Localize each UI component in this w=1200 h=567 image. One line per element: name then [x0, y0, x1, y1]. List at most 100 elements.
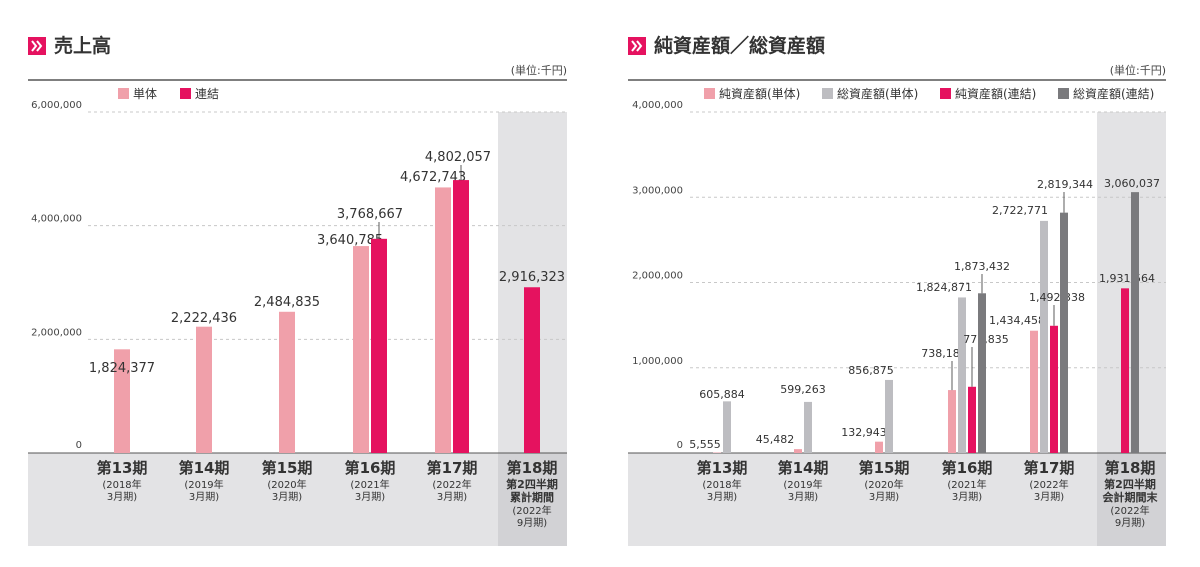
- bar: [196, 326, 212, 453]
- data-label: 3,060,037: [1104, 177, 1160, 190]
- data-label: 2,916,323: [499, 270, 565, 285]
- chart-net-total-assets: 純資産額／総資産額 (単位:千円) 0 1,000,000 2,000,000 3,000…: [628, 34, 1166, 546]
- category-sub: (2022年: [1110, 504, 1149, 517]
- legend-swatch: [822, 88, 833, 99]
- bar: [1040, 220, 1048, 453]
- data-label: 5,555: [689, 438, 721, 451]
- category-sub: 9月期): [1115, 517, 1145, 529]
- y-tick-label: 2,000,000: [31, 327, 82, 338]
- data-label: 1,824,377: [89, 361, 155, 376]
- data-label: 599,263: [780, 383, 826, 396]
- category-sub: 3月期): [952, 491, 982, 503]
- category-sub: 3月期): [272, 491, 302, 503]
- data-label: 2,222,436: [171, 311, 237, 326]
- chart-sales: 売上高 (単位:千円) 0 2,000,000 4,000,000 6,000,000 単体…: [28, 34, 567, 546]
- bar: [353, 246, 369, 453]
- category-sub: (2019年: [783, 478, 822, 491]
- category-label: 第16期: [345, 459, 396, 477]
- data-label: 738,180: [921, 347, 967, 360]
- bar: [723, 401, 731, 453]
- y-tick-label: 3,000,000: [632, 185, 683, 196]
- unit-label: (単位:千円): [511, 63, 567, 77]
- data-label: 1,931,564: [1099, 272, 1155, 285]
- category-sub-bold: 第2四半期: [1104, 477, 1156, 491]
- category-sub: (2022年: [1029, 478, 1068, 491]
- category-label: 第18期: [507, 459, 558, 477]
- category-label: 第15期: [262, 459, 313, 477]
- legend-swatch: [180, 88, 191, 99]
- bar: [875, 441, 883, 453]
- category-sub-bold: 累計期間: [510, 490, 554, 504]
- data-label: 1,824,871: [916, 281, 972, 294]
- bar: [1030, 330, 1038, 453]
- category-sub: 3月期): [189, 491, 219, 503]
- y-tick-label: 4,000,000: [31, 214, 82, 225]
- legend-swatch: [118, 88, 129, 99]
- data-label: 1,434,458: [989, 314, 1045, 327]
- category-sub: (2022年: [512, 504, 551, 517]
- category-label: 第13期: [697, 459, 748, 477]
- bar: [958, 297, 966, 453]
- bar: [453, 180, 469, 453]
- legend-label: 連結: [195, 87, 219, 101]
- legend-swatch: [704, 88, 715, 99]
- legend-label: 総資産額(単体): [837, 86, 918, 101]
- category-label: 第18期: [1105, 459, 1156, 477]
- category-panel: [28, 453, 567, 546]
- bar: [1121, 288, 1129, 453]
- category-sub: 3月期): [869, 491, 899, 503]
- category-sub: (2022年: [432, 478, 471, 491]
- category-sub: 3月期): [788, 491, 818, 503]
- category-sub: 3月期): [1034, 491, 1064, 503]
- double-chevron-right-icon: [628, 37, 646, 55]
- category-sub: (2018年: [702, 478, 741, 491]
- category-sub: (2019年: [184, 478, 223, 491]
- data-label: 1,492,338: [1029, 291, 1085, 304]
- unit-label: (単位:千円): [1110, 63, 1166, 77]
- y-tick-label: 0: [677, 440, 683, 451]
- category-label: 第14期: [179, 459, 230, 477]
- legend-swatch: [1058, 88, 1069, 99]
- y-tick-label: 2,000,000: [632, 271, 683, 282]
- chart-title: 純資産額／総資産額: [654, 34, 825, 57]
- category-sub: (2020年: [864, 478, 903, 491]
- bar: [435, 187, 451, 453]
- category-label: 第14期: [778, 459, 829, 477]
- category-panel-highlight: [498, 453, 567, 546]
- data-label: 132,943: [841, 426, 887, 439]
- bar: [1131, 192, 1139, 454]
- category-sub: 3月期): [355, 491, 385, 503]
- bar: [968, 386, 976, 453]
- category-label: 第17期: [427, 459, 478, 477]
- bar: [794, 449, 802, 453]
- category-sub: 3月期): [707, 491, 737, 503]
- category-sub: (2018年: [102, 478, 141, 491]
- data-label: 2,722,771: [992, 204, 1048, 217]
- legend-label: 総資産額(連結): [1073, 86, 1154, 101]
- category-sub-bold: 第2四半期: [506, 477, 558, 491]
- chart-title: 売上高: [54, 34, 111, 57]
- category-sub-bold: 会計期間末: [1103, 490, 1159, 504]
- bar: [371, 238, 387, 453]
- chevron-path: [631, 40, 643, 52]
- y-tick-label: 0: [76, 440, 82, 451]
- legend-label: 単体: [133, 87, 157, 101]
- category-label: 第15期: [859, 459, 910, 477]
- category-sub: (2021年: [350, 478, 389, 491]
- bar: [948, 390, 956, 453]
- bar: [804, 401, 812, 453]
- data-label: 3,768,667: [337, 207, 403, 222]
- bar: [279, 311, 295, 453]
- data-label: 1,873,432: [954, 260, 1010, 273]
- double-chevron-right-icon: [28, 37, 46, 55]
- y-tick-label: 1,000,000: [632, 356, 683, 367]
- bar: [1060, 212, 1068, 453]
- category-sub: 3月期): [107, 491, 137, 503]
- y-tick-label: 6,000,000: [31, 100, 82, 111]
- category-label: 第13期: [97, 459, 148, 477]
- legend-label: 純資産額(単体): [719, 86, 800, 101]
- chevron-path: [31, 40, 43, 52]
- data-label: 605,884: [699, 388, 745, 401]
- category-label: 第16期: [942, 459, 993, 477]
